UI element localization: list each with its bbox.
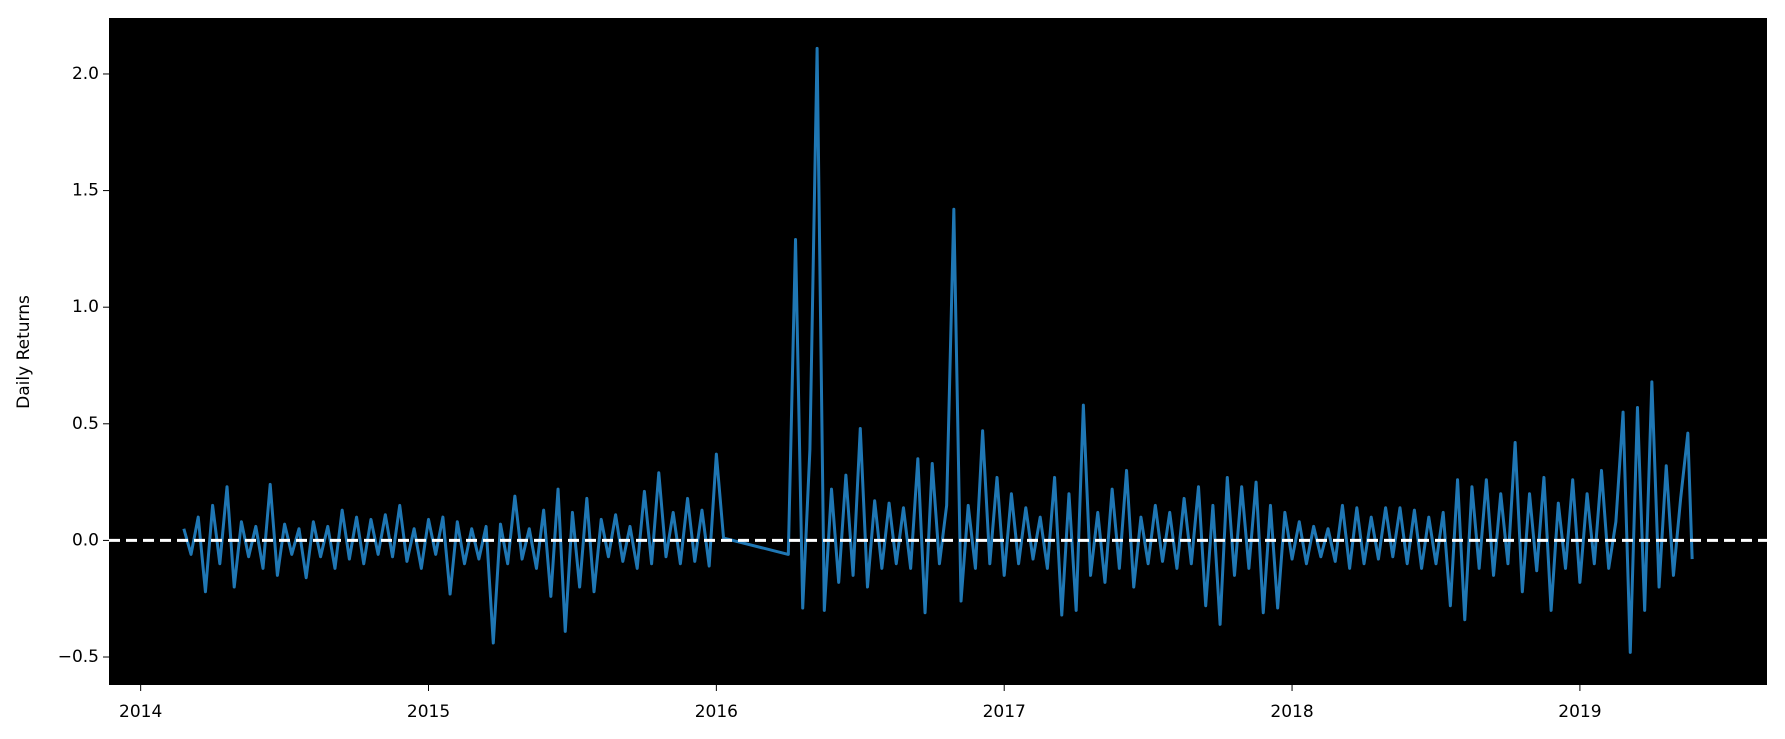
x-tick-label: 2014 [119,702,162,722]
y-tick-label: 1.5 [72,181,99,201]
y-tick-label: −0.5 [58,647,99,667]
y-tick-label: 1.0 [72,297,99,317]
y-tick-label: 0.0 [72,530,99,550]
x-tick-label: 2017 [983,702,1026,722]
x-tick-label: 2019 [1558,702,1601,722]
returns-line [182,46,1694,654]
y-axis-label: Daily Returns [14,295,34,409]
y-tick-label: 0.5 [72,414,99,434]
x-tick-label: 2015 [407,702,450,722]
y-tick-label: 2.0 [72,64,99,84]
plot-area [109,18,1767,685]
x-tick-label: 2018 [1270,702,1313,722]
x-tick-label: 2016 [695,702,738,722]
